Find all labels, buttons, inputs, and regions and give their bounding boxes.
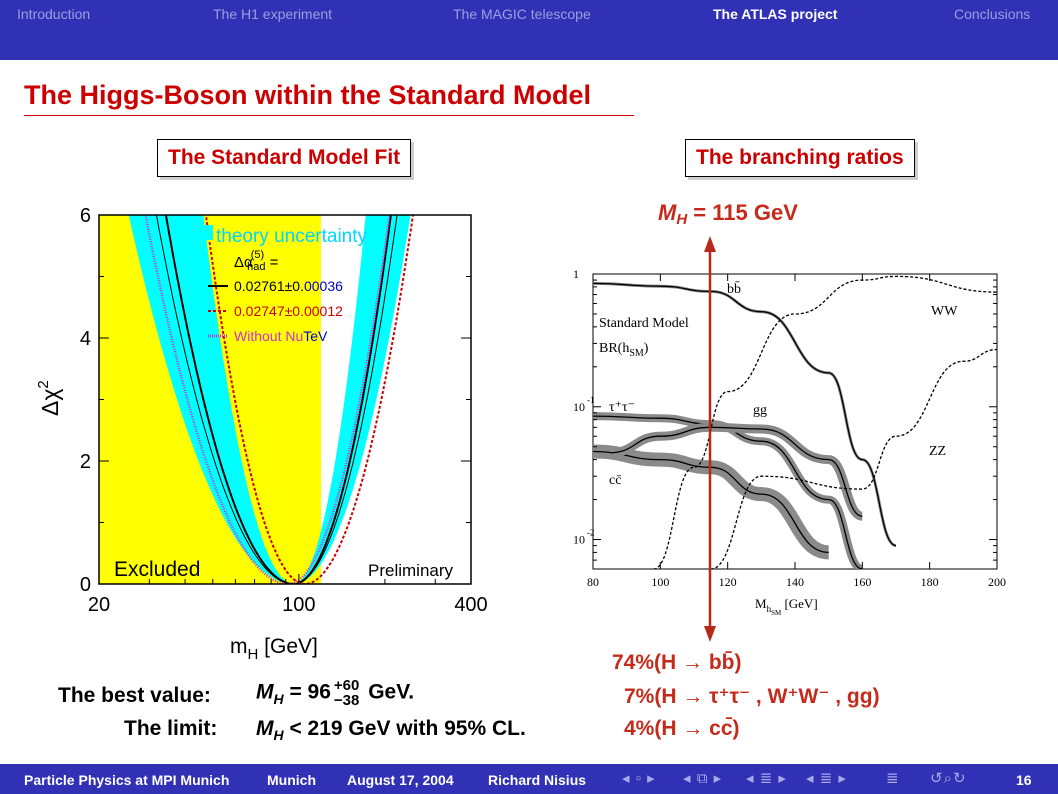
br-curve [653,275,997,569]
limit-label: The limit: [124,717,218,740]
sm-fit-xlabel: mH [GeV] [230,635,318,663]
mh-115-arrow [704,236,716,642]
y-tick-label: 10 [573,400,585,414]
limit-value: MH < 219 GeV with 95% CL. [256,717,526,743]
label-standard-model: Standard Model [599,316,689,331]
nav-conclusions[interactable]: Conclusions [954,6,1031,22]
legend-series-2: 0.02747±0.00012 [234,303,343,319]
nav-atlas-project[interactable]: The ATLAS project [713,6,838,22]
title-underline [24,115,634,116]
section-navigation: Introduction The H1 experiment The MAGIC… [0,0,1058,60]
y-tick-exponent: -1 [587,395,595,405]
page-number: 16 [1016,772,1032,788]
y-tick-label: 10 [573,533,585,547]
nav-h1-experiment[interactable]: The H1 experiment [213,6,333,22]
br-cc: 4%(H → cc̄) [624,717,740,740]
label-tautau: τ⁺τ⁻ [609,400,635,415]
subsection-nav-icon[interactable]: ◂ ⧉ ▸ [683,770,723,787]
footer-date: August 17, 2004 [347,772,454,788]
footer-affiliation: Particle Physics at MPI Munich [24,772,230,788]
preliminary-label: Preliminary [368,561,454,580]
sm-fit-ylabel: Δχ2 [35,380,63,416]
y-tick-label: 6 [80,205,91,227]
y-tick-label: 0 [80,574,91,596]
curve-main [164,215,392,584]
br-curve [609,426,863,517]
x-tick-label: 120 [719,575,737,589]
best-value: MH = 96 +60 −38 GeV. [256,677,415,709]
x-tick-label: 160 [853,575,871,589]
legend-series-1: 0.02761±0.00036 [234,278,343,294]
br-bb: 74%(H → bb̄) [612,651,742,674]
frame-nav-icon[interactable]: ◂ ▫ ▸ [622,770,656,787]
standard-model-fit-title: The Standard Model Fit [168,146,401,169]
section-nav-icon[interactable]: ◂ ≣ ▸ [746,770,787,787]
y-tick-label: 1 [573,267,579,281]
footer-location: Munich [267,772,316,788]
nav-magic-telescope[interactable]: The MAGIC telescope [453,6,591,22]
label-zz: ZZ [929,444,946,459]
theory-band [128,215,411,584]
label-br-hsm: BR(hSM) [599,341,649,359]
search-icon[interactable]: ↺⌕↻ [930,770,967,787]
br-curve [593,282,897,547]
legend-delta-alpha: Δα(5) had = [234,249,279,273]
legend-series-3: Without NuTeV [234,328,328,344]
x-tick-label: 140 [786,575,804,589]
legend-theory: theory uncertainty [216,226,368,247]
mh-115-label: MH = 115 GeV [658,200,798,228]
sm-fit-ticks: 0 2 4 6 20 100 400 [80,205,488,616]
br-curve [593,450,829,554]
legend-band-swatch [191,225,213,240]
label-bb: bb̄ [727,281,741,297]
curve-without-nutev [144,215,391,584]
excluded-label: Excluded [114,558,200,581]
standard-model-fit-box: The Standard Model Fit [157,139,412,177]
br-tau-ww-gg: 7%(H → τ⁺τ⁻ , W⁺W⁻ , gg) [624,685,880,708]
br-curves [593,275,997,569]
br-xlabel: MhSM [GeV] [755,596,818,617]
document-nav-icon[interactable]: ◂ ≣ ▸ [806,770,847,787]
y-tick-label: 4 [80,328,91,350]
label-gg: gg [753,403,767,418]
sm-fit-plot: 0 2 4 6 20 100 400 theory uncertainty Δα(5) had… [35,205,488,663]
curve-main-edge [155,215,398,584]
br-curve [593,415,863,569]
frame-title: The Higgs-Boson within the Standard Mode… [24,80,591,110]
x-tick-label: 100 [282,594,315,616]
branching-ratios-title: The branching ratios [696,146,904,169]
x-tick-label: 20 [88,594,110,616]
best-value-label: The best value: [58,684,211,707]
footer-author: Richard Nisius [488,772,587,788]
outline-icon[interactable]: ≣ [886,770,900,787]
y-tick-label: 2 [80,451,91,473]
x-tick-label: 400 [454,594,487,616]
label-ww: WW [931,304,958,319]
br-curve [710,348,997,569]
x-tick-label: 80 [587,575,599,589]
nav-introduction[interactable]: Introduction [17,6,91,22]
footer-bar: Particle Physics at MPI Munich Munich Au… [0,764,1058,794]
branching-ratios-box: The branching ratios [685,139,915,177]
x-tick-label: 200 [988,575,1006,589]
x-tick-label: 180 [921,575,939,589]
y-tick-exponent: -2 [587,528,595,538]
label-cc: cc̄ [609,473,622,488]
x-tick-label: 100 [651,575,669,589]
